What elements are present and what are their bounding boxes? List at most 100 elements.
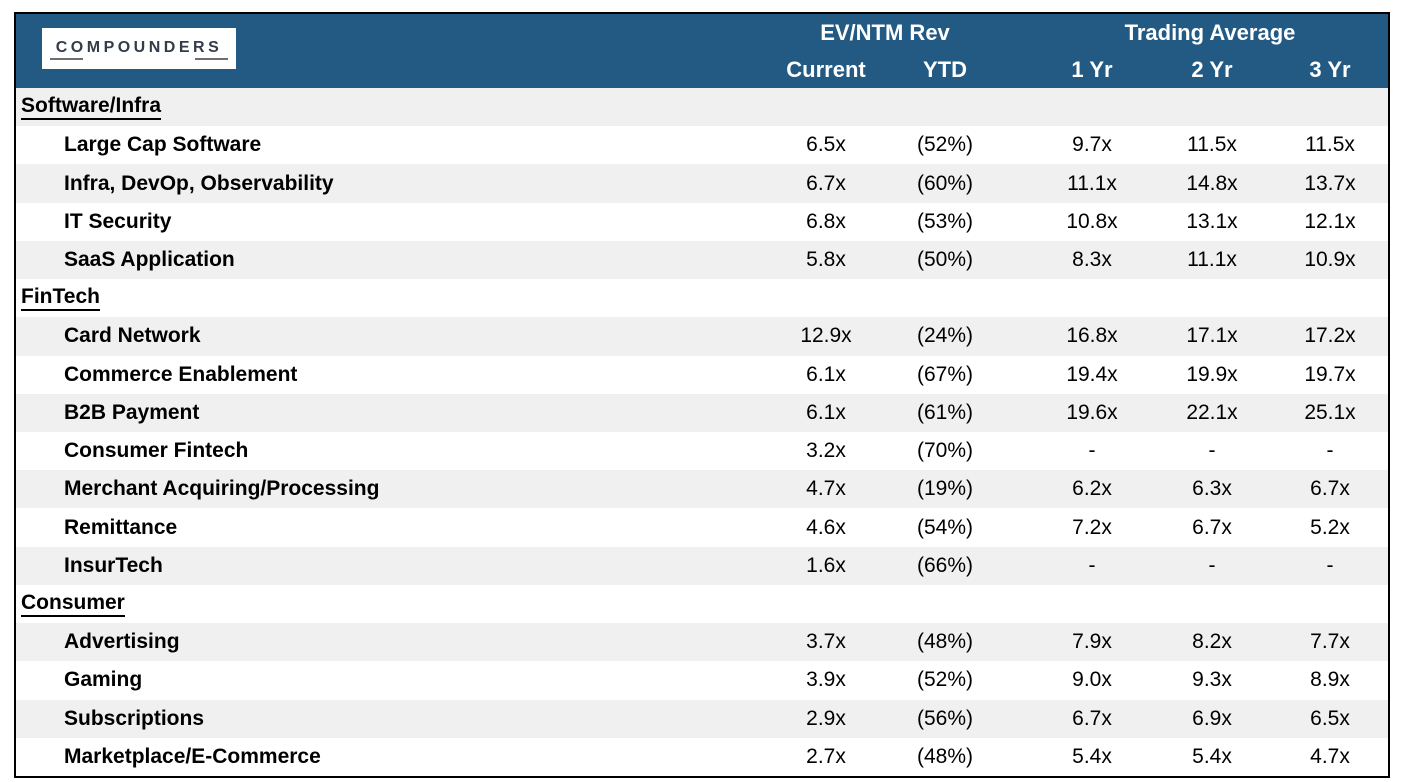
value-cell: 8.9x: [1310, 668, 1350, 692]
value-cell: -: [1088, 439, 1096, 463]
table-row: Advertising 3.7x (48%) 7.9x 8.2x 7.7x: [16, 623, 1388, 662]
value-cell: 2.7x: [806, 744, 846, 768]
value-cell: -: [1088, 553, 1096, 577]
value-cell: 7.9x: [1072, 630, 1112, 654]
section-label: FinTech: [16, 285, 766, 312]
value-cell: 9.0x: [1072, 668, 1112, 692]
table-row: Gaming 3.9x (52%) 9.0x 9.3x 8.9x: [16, 661, 1388, 699]
value-cell: 6.2x: [1072, 477, 1112, 501]
row-label: Marketplace/E-Commerce: [64, 744, 321, 768]
value-cell: 17.2x: [1304, 324, 1356, 348]
column-header-ytd: YTD: [923, 57, 967, 82]
logo-text: COMPOUNDERS: [55, 38, 223, 56]
row-label: Card Network: [64, 324, 201, 348]
value-cell: 11.5x: [1305, 133, 1355, 157]
value-cell: 6.7x: [806, 171, 846, 195]
row-label: Gaming: [64, 668, 143, 692]
value-cell: 6.1x: [806, 362, 846, 386]
value-cell: (48%): [916, 744, 974, 768]
value-cell: 4.7x: [806, 477, 846, 501]
group-header-ev-ntm-rev: EV/NTM Rev: [820, 20, 950, 45]
header-column-row: Current YTD 1 Yr 2 Yr 3 Yr: [16, 51, 1388, 88]
column-header-2yr: 2 Yr: [1191, 57, 1233, 82]
row-label: IT Security: [64, 209, 172, 233]
section-label: Software/Infra: [16, 94, 766, 121]
value-cell: -: [1208, 553, 1216, 577]
table-row: SaaS Application 5.8x (50%) 8.3x 11.1x 10.9x: [16, 240, 1388, 280]
value-cell: 7.7x: [1310, 630, 1350, 654]
column-header-current: Current: [786, 57, 866, 82]
value-cell: 13.7x: [1304, 171, 1356, 195]
value-cell: 8.2x: [1192, 630, 1232, 654]
value-cell: -: [1326, 439, 1334, 463]
value-cell: (52%): [916, 133, 974, 157]
value-cell: 13.1x: [1186, 209, 1238, 233]
row-label: Subscriptions: [64, 706, 205, 730]
value-cell: 5.4x: [1192, 744, 1232, 768]
value-cell: 6.8x: [806, 209, 846, 233]
value-cell: 10.8x: [1066, 209, 1118, 233]
value-cell: 22.1x: [1186, 400, 1238, 424]
value-cell: (24%): [916, 324, 974, 348]
value-cell: 3.9x: [806, 668, 846, 692]
header-group-row: EV/NTM Rev Trading Average: [16, 14, 1388, 51]
value-cell: -: [1208, 439, 1216, 463]
value-cell: 3.7x: [806, 630, 846, 654]
row-label: SaaS Application: [64, 247, 235, 271]
value-cell: 6.3x: [1192, 477, 1232, 501]
value-cell: 9.3x: [1192, 668, 1232, 692]
row-label: Merchant Acquiring/Processing: [64, 477, 380, 501]
value-cell: 19.4x: [1066, 362, 1118, 386]
value-cell: 1.6x: [806, 553, 846, 577]
row-label: Infra, DevOp, Observability: [64, 171, 334, 195]
value-cell: 4.6x: [806, 515, 846, 539]
table-row: Commerce Enablement 6.1x (67%) 19.4x 19.9x 19…: [16, 356, 1388, 394]
row-label: Commerce Enablement: [64, 362, 298, 386]
value-cell: 6.7x: [1072, 706, 1112, 730]
value-cell: (67%): [916, 362, 974, 386]
value-cell: (56%): [916, 706, 974, 730]
value-cell: (52%): [916, 668, 974, 692]
row-label: InsurTech: [64, 553, 163, 577]
row-label: Advertising: [64, 630, 180, 654]
table-row: Marketplace/E-Commerce 2.7x (48%) 5.4x 5.4x 4…: [16, 738, 1388, 776]
value-cell: 6.7x: [1192, 515, 1232, 539]
value-cell: 17.1x: [1186, 324, 1238, 348]
value-cell: 2.9x: [806, 706, 846, 730]
value-cell: 6.5x: [1310, 706, 1350, 730]
section-row: FinTech: [16, 279, 1388, 317]
row-label: Remittance: [64, 515, 178, 539]
table-row: Card Network 12.9x (24%) 16.8x 17.1x 17.2x: [16, 317, 1388, 356]
value-cell: 14.8x: [1186, 171, 1238, 195]
value-cell: 8.3x: [1072, 247, 1112, 271]
section-label-text: Software/Infra: [21, 95, 162, 121]
value-cell: (48%): [916, 630, 974, 654]
value-cell: 9.7x: [1072, 133, 1112, 157]
value-cell: (60%): [916, 171, 974, 195]
value-cell: 5.8x: [806, 247, 846, 271]
value-cell: 10.9x: [1304, 247, 1356, 271]
section-label: Consumer: [16, 591, 766, 617]
row-label: Large Cap Software: [64, 133, 262, 157]
value-cell: 5.2x: [1310, 515, 1350, 539]
value-cell: 11.1x: [1187, 247, 1237, 271]
table-header: COMPOUNDERS EV/NTM Rev Trading Average C…: [16, 14, 1388, 88]
compounders-logo: COMPOUNDERS: [42, 28, 236, 69]
table-row: Consumer Fintech 3.2x (70%) - - -: [16, 432, 1388, 470]
column-header-3yr: 3 Yr: [1309, 57, 1351, 82]
table-row: IT Security 6.8x (53%) 10.8x 13.1x 12.1x: [16, 203, 1388, 241]
value-cell: 25.1x: [1304, 400, 1356, 424]
value-cell: 16.8x: [1066, 324, 1118, 348]
value-cell: 6.9x: [1192, 706, 1232, 730]
value-cell: 4.7x: [1310, 744, 1350, 768]
table-row: Subscriptions 2.9x (56%) 6.7x 6.9x 6.5x: [16, 699, 1388, 738]
value-cell: 11.1x: [1067, 171, 1117, 195]
value-cell: 7.2x: [1072, 515, 1112, 539]
value-cell: (70%): [916, 439, 974, 463]
row-label: Consumer Fintech: [64, 439, 249, 463]
value-cell: (50%): [916, 247, 974, 271]
value-cell: 19.6x: [1066, 400, 1118, 424]
value-cell: 3.2x: [806, 439, 846, 463]
table-row: Remittance 4.6x (54%) 7.2x 6.7x 5.2x: [16, 508, 1388, 546]
table-body: Software/Infra Large Cap Software 6.5x (52%…: [16, 88, 1388, 776]
